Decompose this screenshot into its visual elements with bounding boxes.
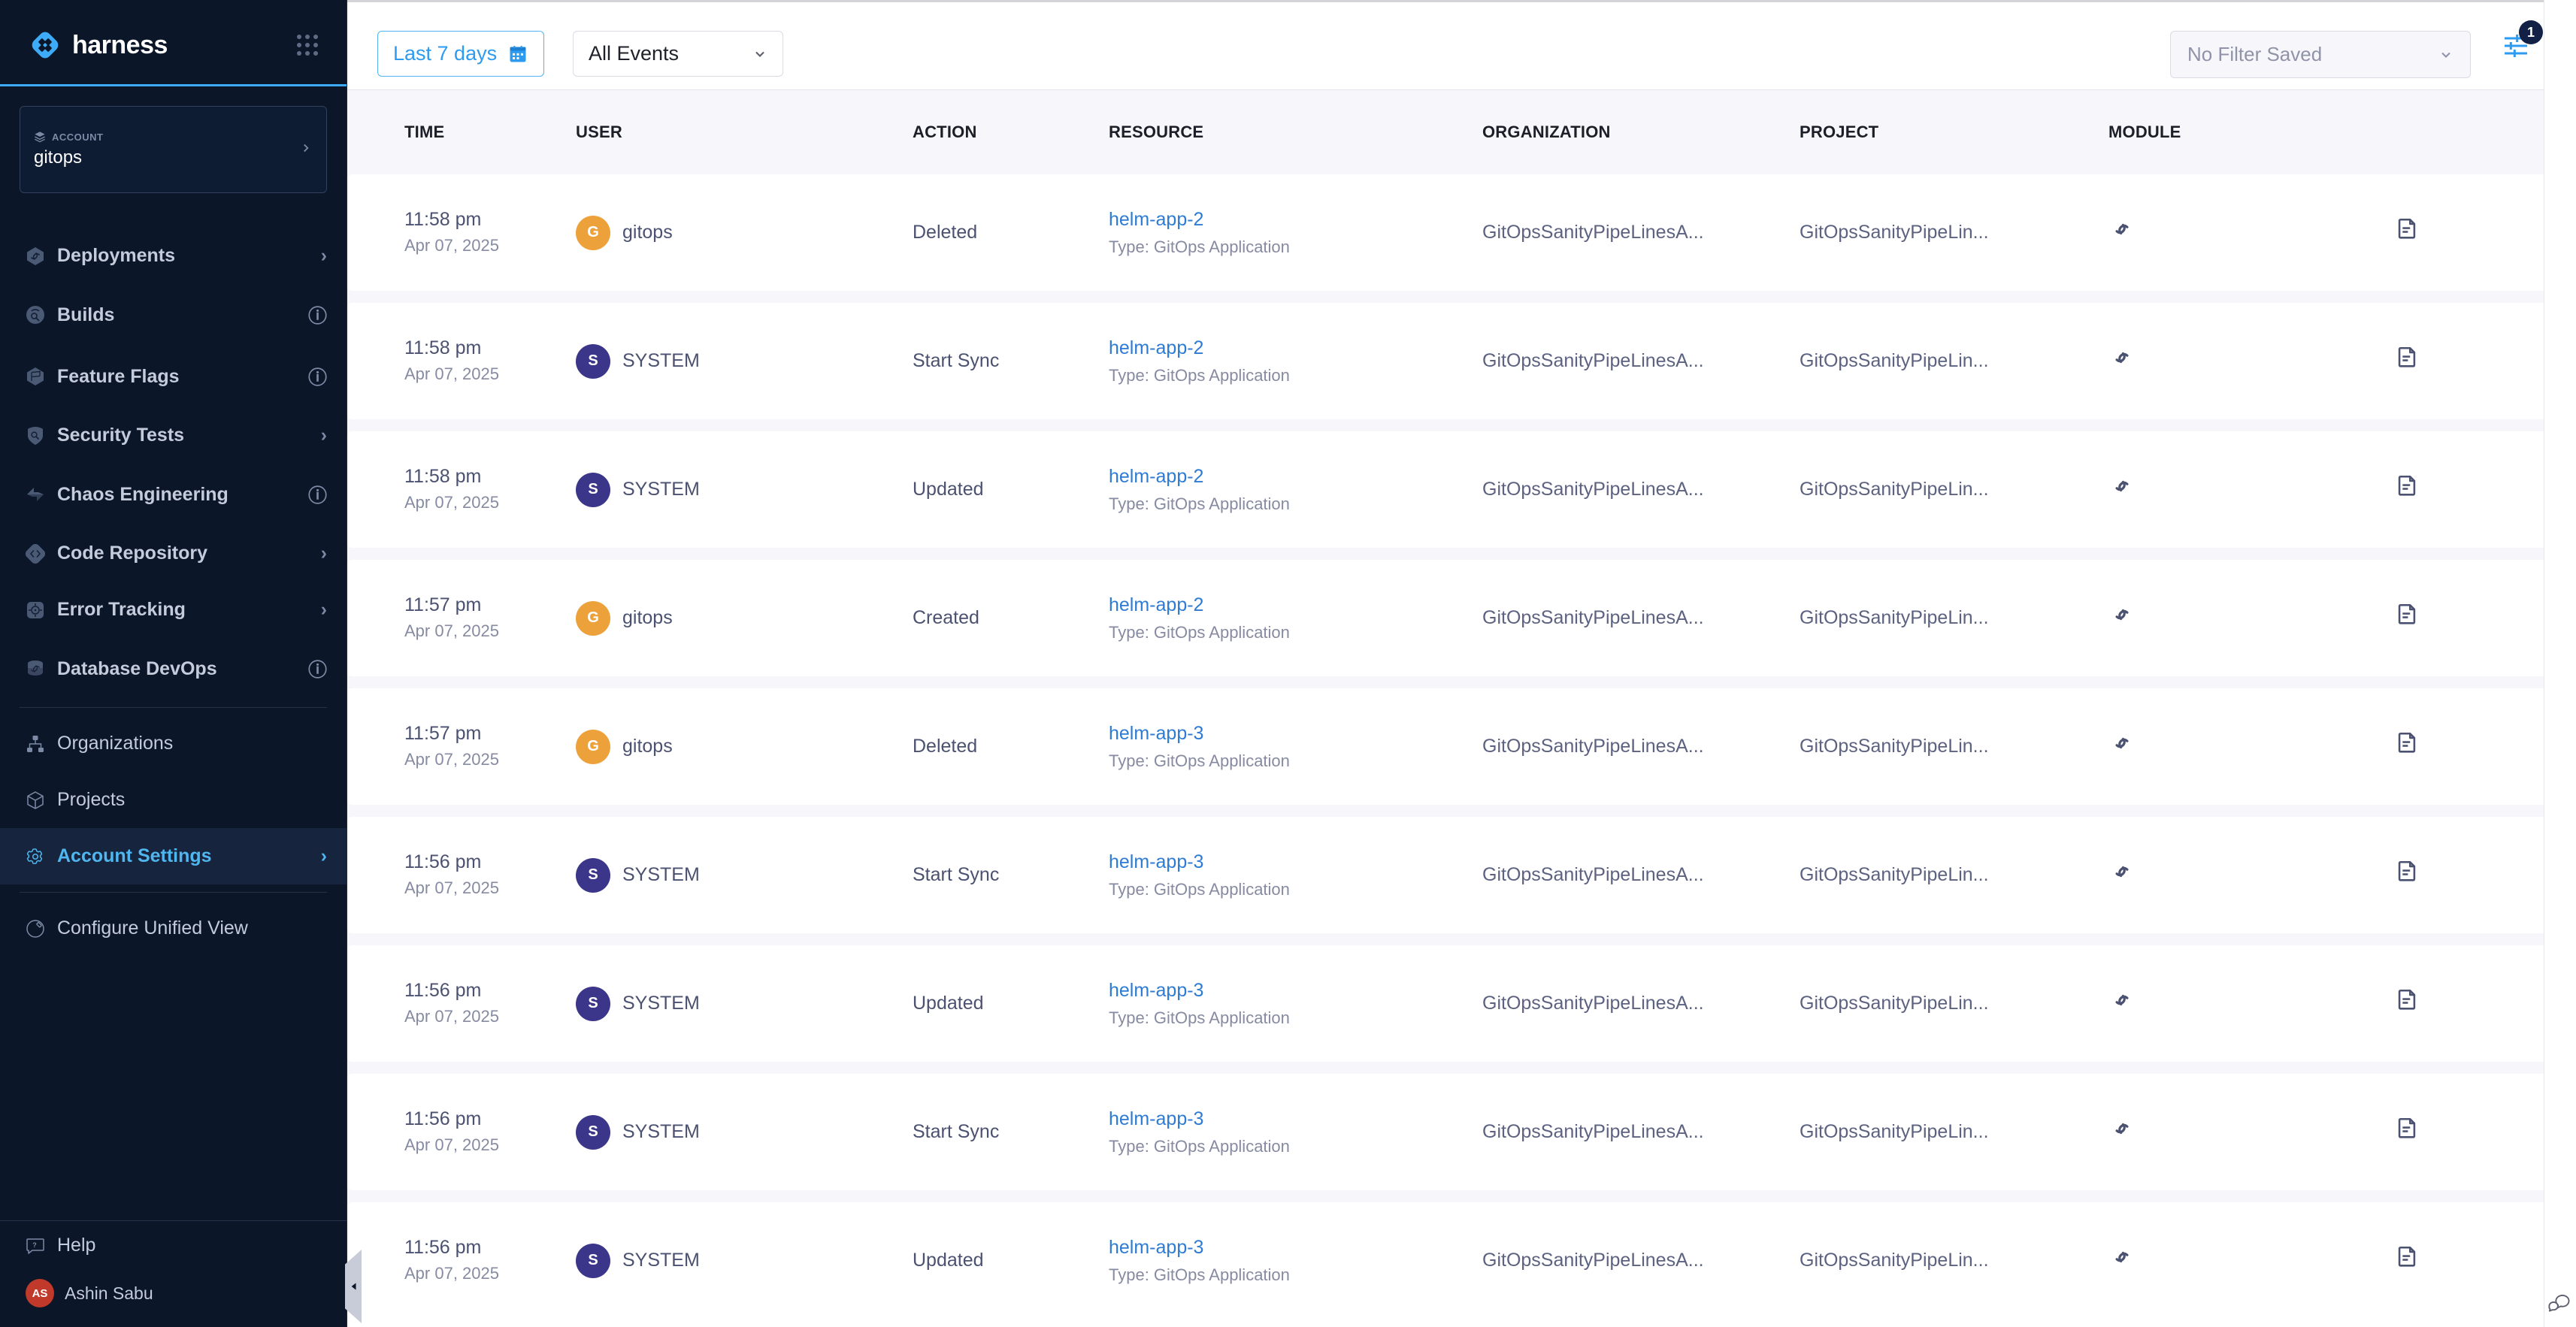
svg-text:?: ? [32,1241,37,1249]
